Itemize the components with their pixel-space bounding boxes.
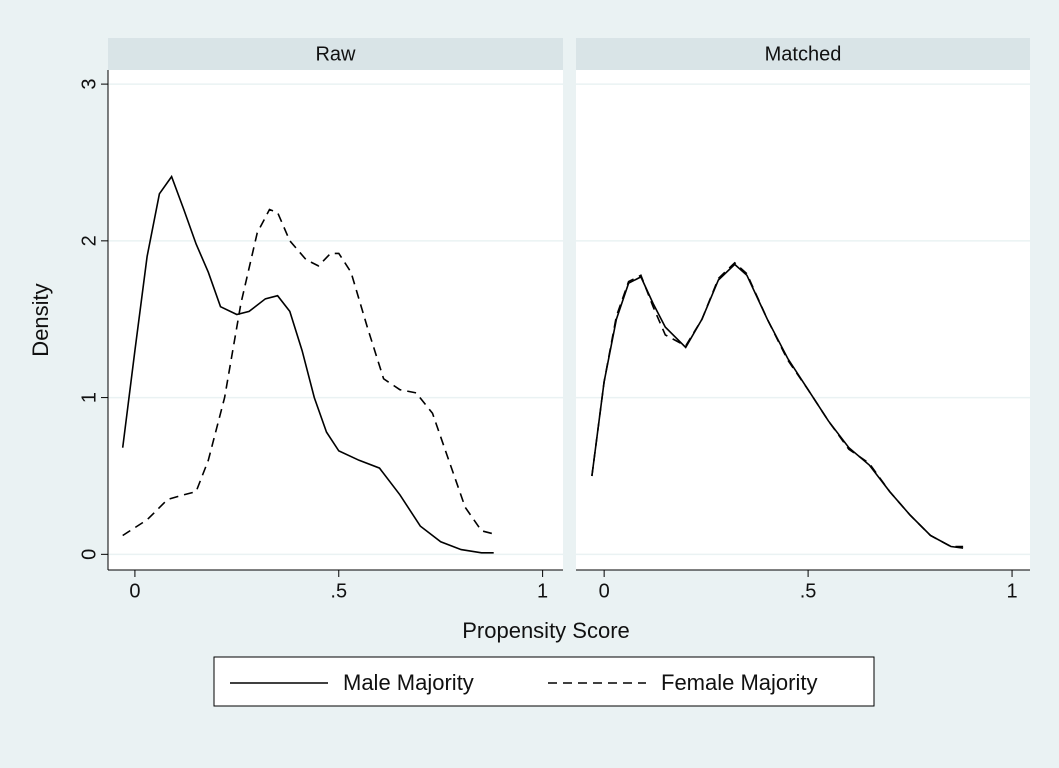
x-tick-label: 1	[1006, 580, 1017, 602]
panel-title: Matched	[765, 43, 842, 65]
y-tick-label: 3	[78, 79, 100, 90]
x-tick-label: .5	[800, 580, 817, 602]
x-tick-label: 0	[129, 580, 140, 602]
y-tick-label: 2	[78, 235, 100, 246]
density-line	[122, 208, 494, 537]
plot-area	[108, 70, 563, 570]
y-tick-label: 1	[78, 392, 100, 403]
density-line	[591, 263, 964, 549]
panel-header	[576, 38, 1030, 70]
x-tick-label: .5	[330, 580, 347, 602]
x-axis-title: Propensity Score	[462, 618, 630, 643]
legend-box	[213, 656, 875, 707]
plot-area	[576, 70, 1030, 570]
legend-label: Male Majority	[343, 670, 474, 695]
x-tick-label: 0	[599, 580, 610, 602]
panel-title: Raw	[315, 43, 356, 65]
legend-label: Female Majority	[661, 670, 817, 695]
density-line	[121, 174, 494, 554]
panel-header	[108, 38, 563, 70]
y-tick-label: 0	[78, 549, 100, 560]
x-tick-label: 1	[537, 580, 548, 602]
y-axis-title: Density	[28, 283, 53, 356]
